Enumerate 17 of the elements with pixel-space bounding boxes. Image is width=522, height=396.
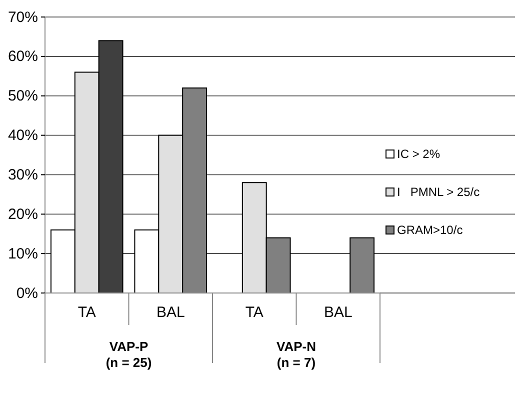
legend-label: GRAM>10/c	[397, 223, 463, 237]
y-tick-label: 30%	[8, 166, 38, 184]
y-tick-label: 50%	[8, 88, 38, 105]
y-tick-label: 60%	[8, 48, 38, 66]
y-tick-label: 0%	[16, 284, 38, 302]
x-tick-label: BAL	[324, 304, 352, 321]
x-tick-label: TA	[78, 304, 96, 321]
y-tick-label: 70%	[8, 8, 38, 26]
x-tick-label: BAL	[156, 304, 185, 321]
text: VAP-N (n = 7)	[276, 339, 316, 370]
y-tick-label: 10%	[8, 245, 38, 262]
legend-label: I PMNL > 25/c	[397, 185, 480, 199]
y-tick-label: 40%	[8, 127, 38, 144]
legend-label: IC > 2%	[397, 147, 440, 161]
x-tick-label: TA	[245, 304, 264, 321]
y-tick-label: 20%	[8, 206, 38, 223]
text: VAP-P (n = 25)	[106, 339, 152, 370]
